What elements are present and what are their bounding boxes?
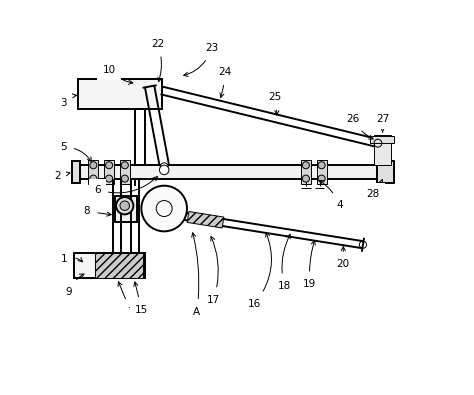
Circle shape [90,162,97,169]
Circle shape [90,175,97,182]
Circle shape [302,175,310,182]
Text: 6: 6 [94,177,157,195]
Circle shape [106,175,113,182]
Circle shape [302,162,310,169]
Text: 9: 9 [65,274,84,297]
Bar [72,165,394,179]
Text: A: A [191,233,201,317]
Text: 17: 17 [207,237,220,305]
Text: 1: 1 [61,254,82,263]
Text: 18: 18 [278,234,291,291]
Bar [317,160,327,184]
Text: 28: 28 [366,180,383,199]
Circle shape [121,162,128,169]
Bar [72,161,80,182]
Circle shape [141,186,187,231]
Text: 4: 4 [319,181,343,211]
Bar [73,253,145,278]
Text: 2: 2 [55,171,70,181]
Text: 27: 27 [376,114,389,132]
Text: 22: 22 [151,39,164,82]
Polygon shape [187,211,224,228]
Bar [88,160,99,184]
Text: 10: 10 [102,64,133,85]
Circle shape [160,163,168,171]
Circle shape [106,162,113,169]
Text: 25: 25 [268,92,281,115]
Circle shape [318,162,325,169]
Bar [370,136,394,143]
Text: 3: 3 [61,94,76,108]
Text: 24: 24 [218,67,231,98]
Bar [377,161,394,182]
Text: 7: 7 [118,282,134,317]
Text: 26: 26 [346,114,373,139]
Text: 20: 20 [337,246,350,269]
Bar [374,135,391,165]
Text: 8: 8 [83,206,111,216]
Text: 15: 15 [134,282,148,315]
Bar [104,160,114,184]
Bar [78,79,162,109]
Text: 5: 5 [60,142,91,162]
Circle shape [120,201,129,211]
Text: 16: 16 [248,233,272,309]
Text: 19: 19 [303,241,317,289]
Text: 23: 23 [184,43,218,76]
Bar [115,196,137,222]
Bar [301,160,311,184]
Circle shape [116,197,133,214]
Bar [95,253,143,278]
Circle shape [121,175,128,182]
Circle shape [318,175,325,182]
Circle shape [159,165,169,175]
Bar [120,160,130,184]
